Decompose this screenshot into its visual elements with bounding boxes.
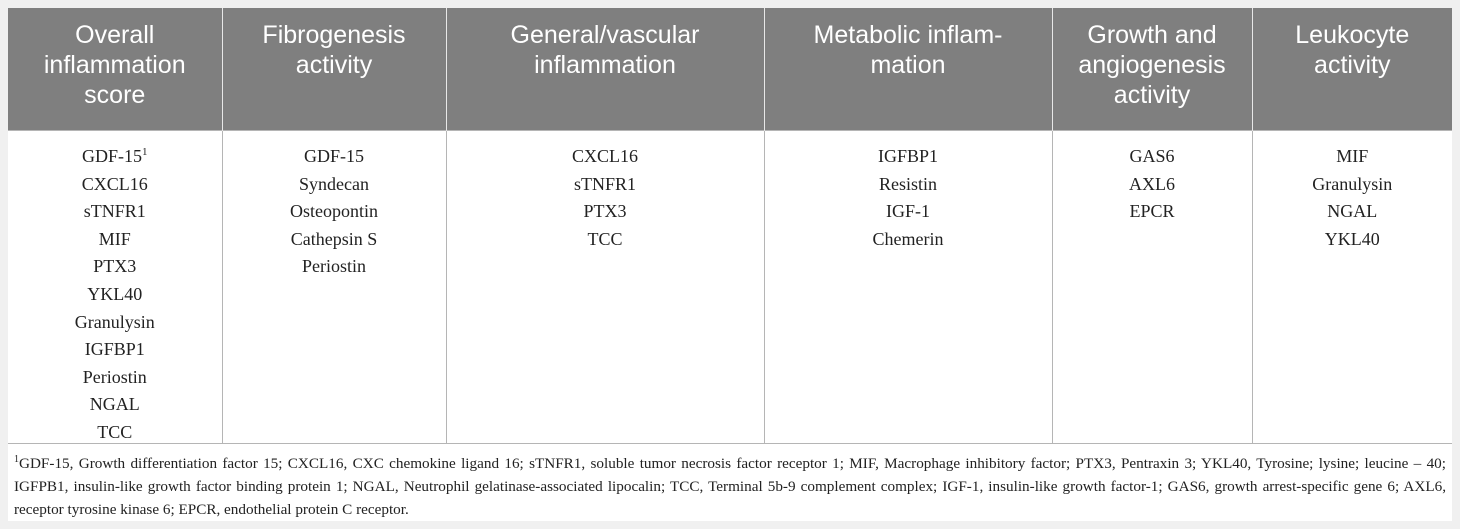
marker-item: TCC xyxy=(587,228,623,249)
marker-item: YKL40 xyxy=(1324,228,1380,249)
header-line: inflammation xyxy=(43,51,186,79)
header-line: mation xyxy=(870,51,946,79)
header-line: angiogenesis xyxy=(1078,51,1226,79)
header-line: Leukocyte xyxy=(1295,21,1410,49)
column-header-general-vascular-inflammation: General/vascular inflammation xyxy=(445,8,764,131)
marker-item: PTX3 xyxy=(93,256,137,277)
marker-item: Periostin xyxy=(301,256,366,277)
header-line: Metabolic inflam- xyxy=(813,21,1003,49)
column-header-fibrogenesis-activity: Fibrogenesis activity xyxy=(221,8,446,131)
marker-item: IGFBP1 xyxy=(877,146,939,166)
column-cell-leukocyte-activity: MIF Granulysin NGAL YKL40 xyxy=(1251,130,1452,459)
marker-item: MIF xyxy=(98,228,131,249)
column-cell-overall-inflammation-score: GDF-151 CXCL16 sTNFR1 MIF PTX3 YKL40 Gra… xyxy=(8,130,222,459)
footnote-text: GDF-15, Growth differentiation factor 15… xyxy=(14,455,1446,518)
header-line: score xyxy=(84,81,146,109)
marker-item: NGAL xyxy=(1327,201,1378,222)
header-line: General/vascular xyxy=(510,21,700,49)
marker-item: NGAL xyxy=(89,394,140,415)
marker-item: IGF-1 xyxy=(886,201,930,222)
column-cell-general-vascular-inflammation: CXCL16 sTNFR1 PTX3 TCC xyxy=(445,130,764,459)
marker-item: sTNFR1 xyxy=(573,173,636,194)
marker-item: MIF xyxy=(1336,146,1369,166)
marker-item: Osteopontin xyxy=(290,201,378,222)
biomarker-table: Overall inflammation score Fibrogenesis … xyxy=(8,8,1452,459)
marker-item: GAS6 xyxy=(1129,146,1175,166)
column-cell-metabolic-inflammation: IGFBP1 Resistin IGF-1 Chemerin xyxy=(763,130,1052,459)
marker-item: sTNFR1 xyxy=(83,201,146,222)
marker-item: PTX3 xyxy=(583,201,627,222)
column-header-leukocyte-activity: Leukocyte activity xyxy=(1251,8,1452,131)
marker-item: Granulysin xyxy=(74,311,155,332)
column-header-overall-inflammation-score: Overall inflammation score xyxy=(8,8,222,131)
body-row: GDF-151 CXCL16 sTNFR1 MIF PTX3 YKL40 Gra… xyxy=(8,130,1452,459)
marker-item: EPCR xyxy=(1129,201,1175,222)
marker-item: Cathepsin S xyxy=(290,228,378,249)
column-header-growth-angiogenesis-activity: Growth and angiogenesis activity xyxy=(1051,8,1252,131)
marker-item: Syndecan xyxy=(299,173,369,194)
column-cell-growth-angiogenesis-activity: GAS6 AXL6 EPCR xyxy=(1051,130,1252,459)
footnote-marker: 1 xyxy=(14,453,19,465)
marker-item: CXCL16 xyxy=(81,173,148,194)
marker-item: GDF-151 xyxy=(12,143,218,171)
marker-item: IGFBP1 xyxy=(84,339,145,360)
marker-item: Granulysin xyxy=(1312,173,1393,194)
header-line: Growth and xyxy=(1087,21,1217,49)
marker-item: GDF-15 xyxy=(303,146,364,166)
header-line: Overall xyxy=(75,21,155,49)
marker-item: AXL6 xyxy=(1129,173,1175,194)
header-row: Overall inflammation score Fibrogenesis … xyxy=(8,8,1452,131)
column-cell-fibrogenesis-activity: GDF-15 Syndecan Osteopontin Cathepsin S … xyxy=(221,130,446,459)
header-line: activity xyxy=(1113,81,1191,109)
marker-item: TCC xyxy=(97,421,133,442)
marker-item: Periostin xyxy=(82,366,147,387)
marker-item: YKL40 xyxy=(87,283,143,304)
header-line: Fibrogenesis xyxy=(262,21,406,49)
header-line: inflammation xyxy=(534,51,676,79)
marker-name: GDF-15 xyxy=(81,146,142,166)
marker-item: Resistin xyxy=(878,173,937,194)
header-line: activity xyxy=(1314,51,1391,79)
table-footnote: 1GDF-15, Growth differentiation factor 1… xyxy=(8,443,1452,521)
header-line: activity xyxy=(295,51,373,79)
marker-item: CXCL16 xyxy=(571,146,638,166)
marker-item: Chemerin xyxy=(872,228,944,249)
footnote-marker: 1 xyxy=(142,146,148,158)
column-header-metabolic-inflammation: Metabolic inflam- mation xyxy=(763,8,1052,131)
